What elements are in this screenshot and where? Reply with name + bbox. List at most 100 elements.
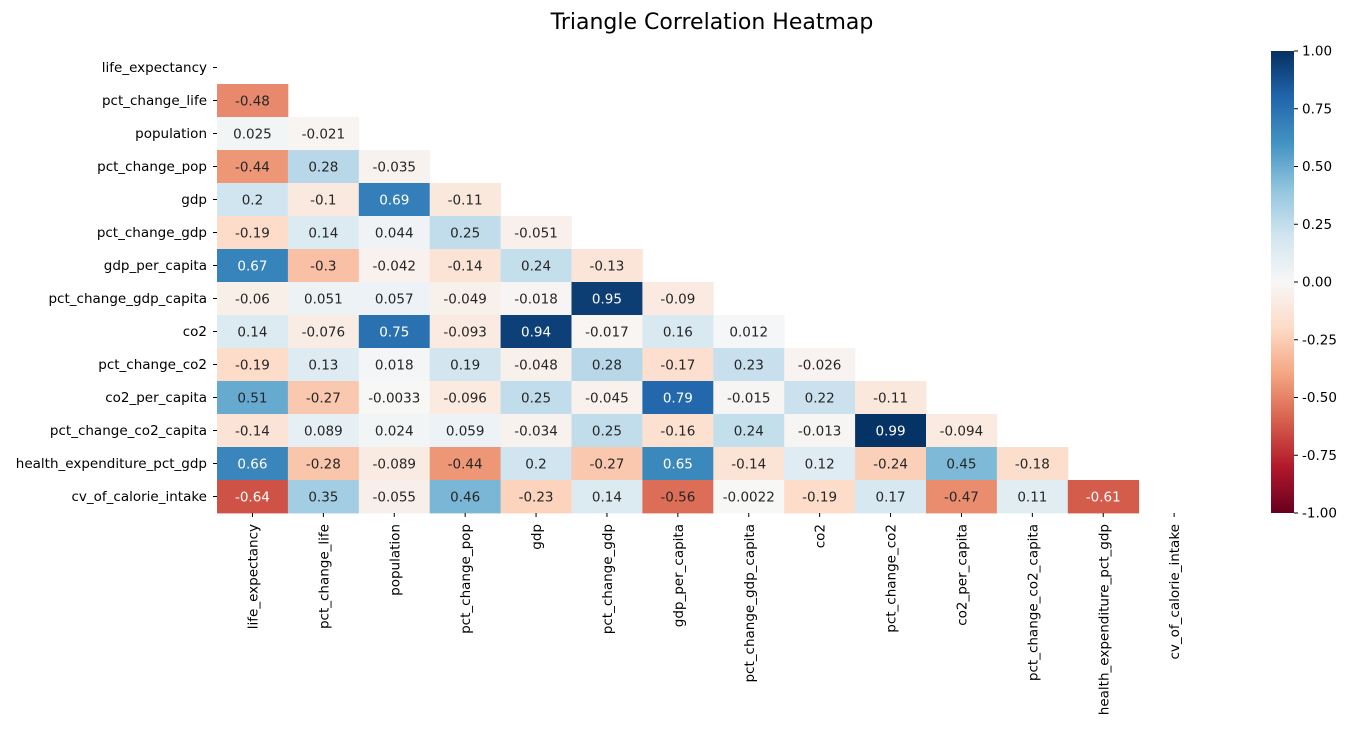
heatmap-cell: [217, 216, 289, 250]
cell-value-label: 0.28: [308, 160, 338, 176]
cell-value-label: 0.66: [237, 457, 267, 473]
cell-value-label: -0.034: [514, 424, 558, 440]
heatmap-cell: [642, 414, 714, 448]
x-tick-labels: life_expectancy pct_change_life population…: [245, 513, 1183, 715]
heatmap-cell: [287, 315, 360, 349]
colorbar-tick-label: 1.00: [1302, 44, 1332, 60]
heatmap-cell: [287, 282, 360, 316]
heatmap-cell: [429, 381, 501, 415]
x-tick-label: gdp_per_capita: [671, 524, 687, 627]
x-tick-label: co2_per_capita: [954, 524, 970, 626]
cell-value-label: -0.1: [310, 193, 336, 209]
y-tick-label: population: [135, 126, 207, 142]
heatmap-cell: [358, 282, 431, 316]
x-tick-label: pct_change_gdp_capita: [742, 524, 758, 683]
cell-value-label: 0.12: [805, 457, 835, 473]
heatmap-cell: [500, 381, 572, 415]
heatmap-cell: [784, 480, 856, 514]
colorbar-gradient: [1271, 51, 1294, 513]
x-tick-label: gdp: [529, 524, 545, 550]
heatmap-cell: [429, 447, 501, 481]
heatmap-cell: [926, 447, 998, 481]
heatmap-cell: [713, 480, 785, 514]
cell-value-label: -0.09: [660, 292, 695, 308]
cell-value-label: -0.035: [372, 160, 416, 176]
heatmap-cell: [287, 447, 360, 481]
cell-value-label: 0.089: [304, 424, 343, 440]
x-tick-label: pct_change_co2: [884, 524, 900, 633]
colorbar-tick-label: -0.25: [1302, 332, 1337, 348]
cell-value-label: -0.048: [514, 358, 558, 374]
cell-value-label: -0.48: [235, 94, 270, 110]
heatmap-cell: [287, 414, 360, 448]
heatmap-cell: [571, 381, 643, 415]
cell-value-label: -0.0022: [723, 490, 775, 506]
heatmap-cell: [713, 447, 785, 481]
cell-value-label: -0.17: [660, 358, 695, 374]
colorbar: 1.00 0.75 0.50 0.25 0.00 -0.25 -0.50 -0.75 -1.00: [1271, 44, 1337, 522]
heatmap-cell: [217, 414, 289, 448]
heatmap-cell: [287, 117, 360, 151]
cell-value-label: -0.045: [585, 391, 629, 407]
heatmap-cell: [784, 447, 856, 481]
cell-value-label: 0.51: [237, 391, 267, 407]
heatmap-cell: [358, 348, 431, 382]
heatmap-cell: [642, 315, 714, 349]
cell-value-label: -0.3: [310, 259, 336, 275]
cell-value-label: -0.018: [514, 292, 558, 308]
heatmap-cell: [784, 348, 856, 382]
cell-value-label: -0.021: [302, 127, 346, 143]
cell-value-label: -0.64: [235, 490, 270, 506]
cell-value-label: -0.61: [1086, 490, 1121, 506]
cell-value-label: 0.2: [242, 193, 263, 209]
cell-value-label: -0.076: [302, 325, 346, 341]
cell-value-label: -0.11: [873, 391, 908, 407]
cell-value-label: -0.093: [443, 325, 487, 341]
y-tick-label: pct_change_life: [102, 93, 207, 109]
heatmap-cell: [358, 480, 431, 514]
heatmap-cell: [571, 315, 643, 349]
cell-value-label: -0.015: [727, 391, 771, 407]
cell-value-label: -0.14: [235, 424, 270, 440]
x-tick-label: cv_of_calorie_intake: [1167, 524, 1183, 660]
y-tick-label: life_expectancy: [102, 60, 207, 76]
heatmap-cell: [500, 216, 572, 250]
cell-value-label: 0.11: [1017, 490, 1047, 506]
cell-value-label: -0.051: [514, 226, 558, 242]
cell-value-label: 0.99: [876, 424, 906, 440]
y-tick-label: cv_of_calorie_intake: [71, 489, 207, 505]
heatmap-cell: [571, 249, 643, 283]
cell-value-label: -0.026: [798, 358, 842, 374]
heatmap-cell: [926, 414, 998, 448]
heatmap-cell: [713, 381, 785, 415]
heatmap-cell: [217, 183, 289, 217]
cell-value-label: 0.19: [450, 358, 480, 374]
heatmap-cell: [429, 414, 501, 448]
cell-value-label: 0.79: [663, 391, 693, 407]
y-tick-label: pct_change_gdp: [97, 225, 207, 241]
heatmap-cell: [217, 150, 289, 184]
heatmap-cell: [713, 315, 785, 349]
y-tick-label: gdp_per_capita: [104, 258, 207, 274]
cell-value-label: 0.35: [308, 490, 338, 506]
cell-value-label: -0.56: [660, 490, 695, 506]
x-tick-label: pct_change_pop: [458, 524, 474, 634]
cell-value-label: -0.017: [585, 325, 629, 341]
cell-value-label: 0.22: [805, 391, 835, 407]
heatmap-cell: [571, 447, 643, 481]
cell-value-label: -0.11: [448, 193, 483, 209]
cell-value-label: -0.19: [235, 358, 270, 374]
heatmap-cell: [358, 315, 431, 349]
heatmap-cell: [287, 216, 360, 250]
cell-value-label: -0.19: [802, 490, 837, 506]
cell-value-label: 0.051: [304, 292, 343, 308]
cell-value-label: -0.24: [873, 457, 908, 473]
x-tick-label: population: [387, 524, 403, 596]
colorbar-tick-label: 0.50: [1302, 159, 1332, 175]
cell-value-label: -0.18: [1015, 457, 1050, 473]
cell-value-label: 0.95: [592, 292, 622, 308]
colorbar-tick-label: 0.00: [1302, 275, 1332, 291]
heatmap-cell: [500, 348, 572, 382]
heatmap-cell: [358, 150, 431, 184]
